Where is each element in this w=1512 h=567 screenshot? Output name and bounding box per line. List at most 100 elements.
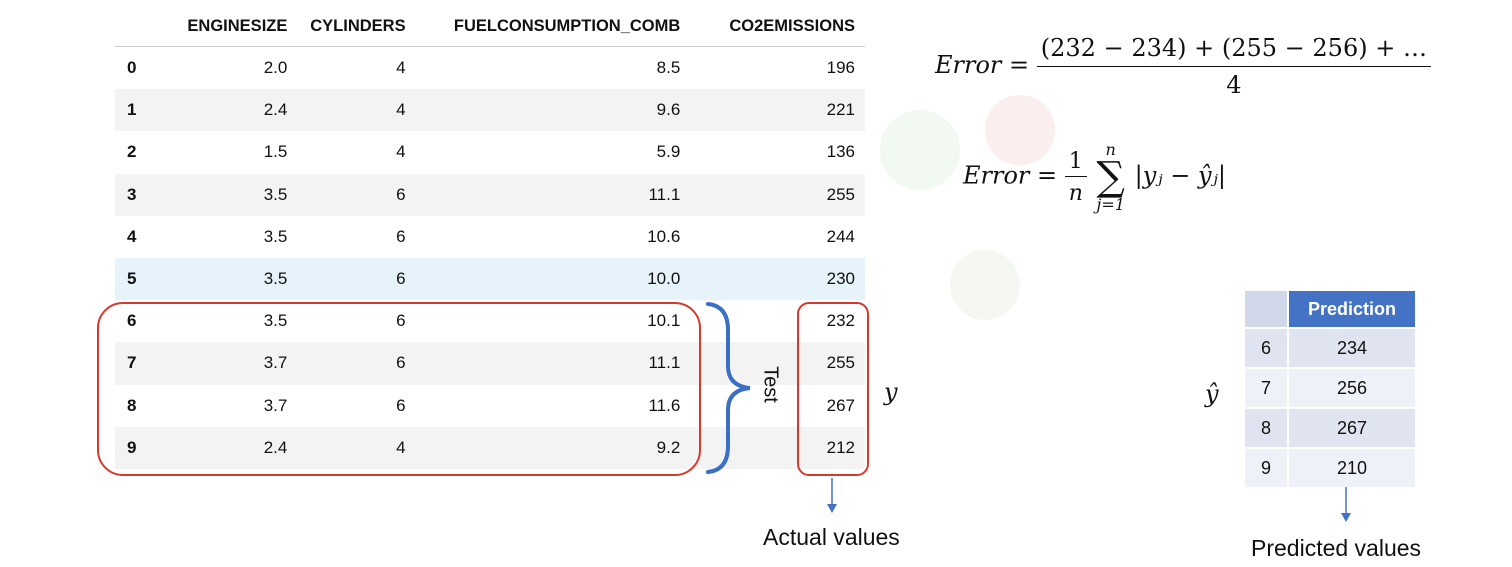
data-table: ENGINESIZE CYLINDERS FUELCONSUMPTION_COM… xyxy=(115,6,865,469)
row-index: 6 xyxy=(127,311,137,331)
table-row: 0 2.0 4 8.5 196 xyxy=(115,47,865,90)
predicted-values-caption: Predicted values xyxy=(1251,535,1422,561)
formula-lhs: Error xyxy=(963,161,1030,190)
cell-cylinders: 4 xyxy=(297,426,416,469)
table-row-highlighted: 5 3.5 6 10.0 230 xyxy=(115,257,865,301)
test-features-box xyxy=(97,302,701,476)
column-header-enginesize: ENGINESIZE xyxy=(161,6,298,47)
cell-enginesize: 3.7 xyxy=(161,342,298,385)
formula-lhs: Error xyxy=(935,51,1002,79)
table-row: 8 3.7 6 11.6 267 xyxy=(115,385,865,427)
cell-cylinders: 6 xyxy=(396,395,406,415)
cell-fuelconsumption: 10.6 xyxy=(647,226,681,246)
cell-fuelconsumption: 8.5 xyxy=(656,58,681,78)
prediction-row: 6 234 xyxy=(1245,329,1415,367)
sum-upper-limit: n xyxy=(1105,140,1116,159)
cell-fuelconsumption: 10.0 xyxy=(415,257,691,301)
summation: n ∑ j=1 xyxy=(1096,140,1125,214)
cell-cylinders: 4 xyxy=(396,142,406,162)
table-row: 4 3.5 6 10.6 244 xyxy=(115,216,865,258)
equals-sign: = xyxy=(1009,51,1037,79)
cell-co2emissions: 196 xyxy=(826,58,855,78)
index-header xyxy=(115,6,161,47)
cell-fuelconsumption: 11.1 xyxy=(415,342,691,385)
cell-cylinders: 6 xyxy=(396,311,406,331)
cell-fuelconsumption: 11.6 xyxy=(648,395,681,415)
cell-cylinders: 6 xyxy=(297,173,416,216)
table-header-row: ENGINESIZE CYLINDERS FUELCONSUMPTION_COM… xyxy=(115,6,865,47)
cell-enginesize: 3.5 xyxy=(161,173,298,216)
prediction-index: 6 xyxy=(1245,329,1287,367)
formula-fraction: 1 n xyxy=(1064,149,1087,206)
cell-co2emissions: 267 xyxy=(826,395,855,415)
cell-fuelconsumption: 5.9 xyxy=(656,142,681,162)
table-row: 7 3.7 6 11.1 255 xyxy=(115,342,865,385)
row-index: 8 xyxy=(127,395,137,415)
y-label: y xyxy=(884,378,898,406)
row-index: 1 xyxy=(115,89,161,132)
formula-numerator: (232 − 234) + (255 − 256) + … xyxy=(1036,34,1431,67)
prediction-row: 7 256 xyxy=(1245,369,1415,407)
cell-enginesize: 2.4 xyxy=(161,426,298,469)
cell-co2emissions: 244 xyxy=(826,226,855,246)
cell-enginesize: 3.5 xyxy=(263,226,288,246)
cell-fuelconsumption: 10.1 xyxy=(647,311,681,331)
equals-sign: = xyxy=(1037,161,1065,190)
watermark-shape xyxy=(880,110,960,190)
row-index: 0 xyxy=(127,58,137,78)
prediction-value: 256 xyxy=(1289,369,1415,407)
y-hat-label: ŷ xyxy=(1205,380,1219,408)
cell-co2emissions: 221 xyxy=(690,89,865,132)
column-header-co2emissions: CO2EMISSIONS xyxy=(690,6,865,47)
cell-cylinders: 6 xyxy=(297,257,416,301)
fraction-denominator: n xyxy=(1068,180,1083,206)
row-index: 9 xyxy=(115,426,161,469)
cell-enginesize: 2.4 xyxy=(161,89,298,132)
table-row: 6 3.5 6 10.1 232 xyxy=(115,300,865,342)
absolute-difference: |yⱼ − ŷⱼ| xyxy=(1134,161,1226,190)
table-row: 1 2.4 4 9.6 221 xyxy=(115,89,865,132)
cell-fuelconsumption: 11.1 xyxy=(415,173,691,216)
prediction-index: 8 xyxy=(1245,409,1287,447)
sum-lower-limit: j=1 xyxy=(1096,195,1125,214)
table-row: 2 1.5 4 5.9 136 xyxy=(115,131,865,173)
prediction-value: 267 xyxy=(1289,409,1415,447)
arrow-down-icon xyxy=(1341,487,1351,522)
cell-co2emissions: 255 xyxy=(690,173,865,216)
row-index: 4 xyxy=(127,226,137,246)
prediction-value: 210 xyxy=(1289,449,1415,487)
watermark-shape xyxy=(950,250,1020,320)
row-index: 7 xyxy=(115,342,161,385)
prediction-value: 234 xyxy=(1289,329,1415,367)
cell-cylinders: 6 xyxy=(297,342,416,385)
cell-fuelconsumption: 9.6 xyxy=(415,89,691,132)
cell-co2emissions: 212 xyxy=(690,426,865,469)
arrow-down-icon xyxy=(827,478,837,513)
sigma-icon: ∑ xyxy=(1096,154,1125,200)
table-row: 9 2.4 4 9.2 212 xyxy=(115,426,865,469)
prediction-index: 9 xyxy=(1245,449,1287,487)
row-index: 2 xyxy=(127,142,137,162)
brace-icon xyxy=(706,302,751,474)
test-label: Test xyxy=(759,366,782,403)
cell-co2emissions: 136 xyxy=(826,142,855,162)
row-index: 5 xyxy=(115,257,161,301)
prediction-header: Prediction xyxy=(1289,291,1415,327)
cell-co2emissions: 230 xyxy=(690,257,865,301)
row-index: 3 xyxy=(115,173,161,216)
cell-fuelconsumption: 9.2 xyxy=(415,426,691,469)
error-formula-general: Error = 1 n n ∑ j=1 |yⱼ − ŷⱼ| xyxy=(963,140,1226,214)
error-formula-expanded: Error = (232 − 234) + (255 − 256) + … 4 xyxy=(935,34,1431,99)
formula-denominator: 4 xyxy=(1226,71,1242,99)
table-row: 3 3.5 6 11.1 255 xyxy=(115,173,865,216)
cell-enginesize: 3.5 xyxy=(161,257,298,301)
prediction-index-header xyxy=(1245,291,1287,327)
cell-cylinders: 4 xyxy=(396,58,406,78)
cell-cylinders: 6 xyxy=(396,226,406,246)
column-header-fuelconsumption: FUELCONSUMPTION_COMB xyxy=(415,6,691,47)
prediction-index: 7 xyxy=(1245,369,1287,407)
cell-enginesize: 3.7 xyxy=(263,395,288,415)
cell-cylinders: 4 xyxy=(297,89,416,132)
cell-enginesize: 3.5 xyxy=(263,311,288,331)
prediction-row: 9 210 xyxy=(1245,449,1415,487)
